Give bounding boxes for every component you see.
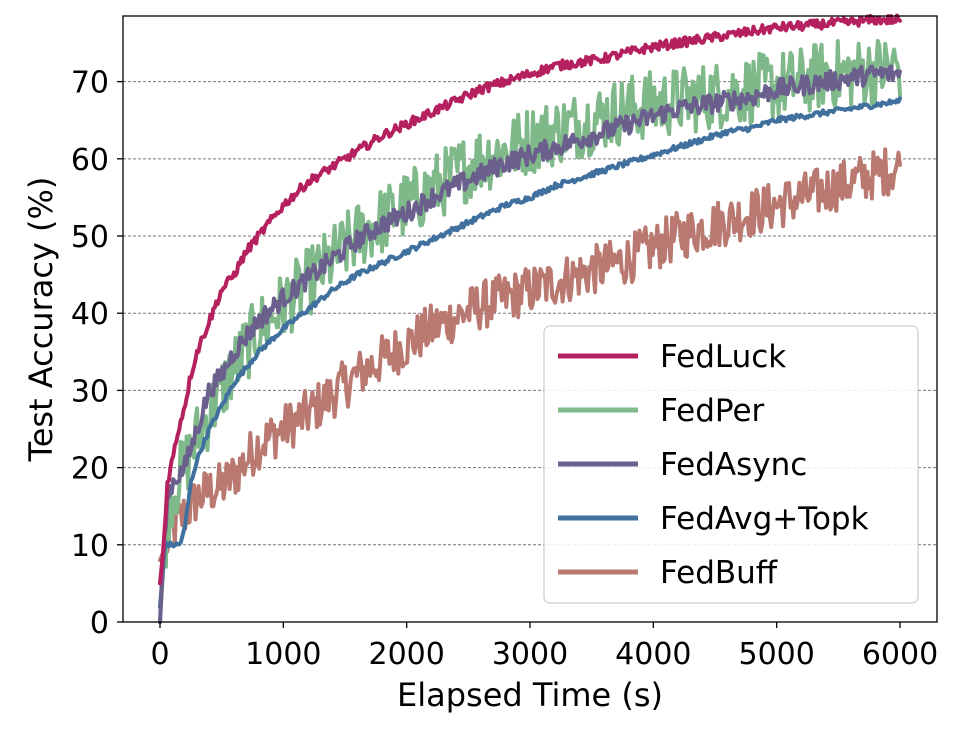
y-tick-label: 0 — [90, 606, 109, 641]
legend-label: FedPer — [660, 393, 765, 429]
y-tick-label: 50 — [71, 220, 109, 255]
series-line-fedbuff — [158, 147, 902, 563]
y-tick-label: 10 — [71, 529, 109, 564]
y-tick-label: 30 — [71, 374, 109, 409]
x-tick-label: 2000 — [368, 637, 444, 672]
x-tick-label: 5000 — [738, 637, 814, 672]
x-tick-label: 3000 — [492, 637, 568, 672]
y-axis: 0 10 20 30 40 50 60 70 — [71, 66, 123, 641]
y-axis-label: Test Accuracy (%) — [22, 177, 60, 463]
x-tick-label: 6000 — [862, 637, 938, 672]
legend-label: FedLuck — [660, 339, 786, 375]
y-tick-label: 20 — [71, 452, 109, 487]
legend-label: FedBuff — [660, 555, 778, 591]
legend-box — [543, 325, 919, 604]
x-tick-label: 1000 — [245, 637, 321, 672]
x-tick-label: 4000 — [615, 637, 691, 672]
legend-label: FedAvg+Topk — [660, 501, 869, 537]
y-tick-label: 60 — [71, 143, 109, 178]
legend-label: FedAsync — [660, 447, 807, 483]
y-tick-label: 40 — [71, 297, 109, 332]
x-axis: 0 1000 2000 3000 4000 5000 6000 — [150, 622, 938, 672]
x-axis-label: Elapsed Time (s) — [397, 676, 663, 714]
legend: FedLuck FedPer FedAsync FedAvg+Topk FedBuff — [543, 325, 919, 604]
series-layer — [158, 13, 902, 624]
y-tick-label: 70 — [71, 66, 109, 101]
series-line-fedavg-topk — [158, 96, 902, 609]
series-line-fedasync — [158, 64, 902, 624]
x-tick-label: 0 — [150, 637, 169, 672]
series-line-fedluck — [158, 13, 902, 586]
